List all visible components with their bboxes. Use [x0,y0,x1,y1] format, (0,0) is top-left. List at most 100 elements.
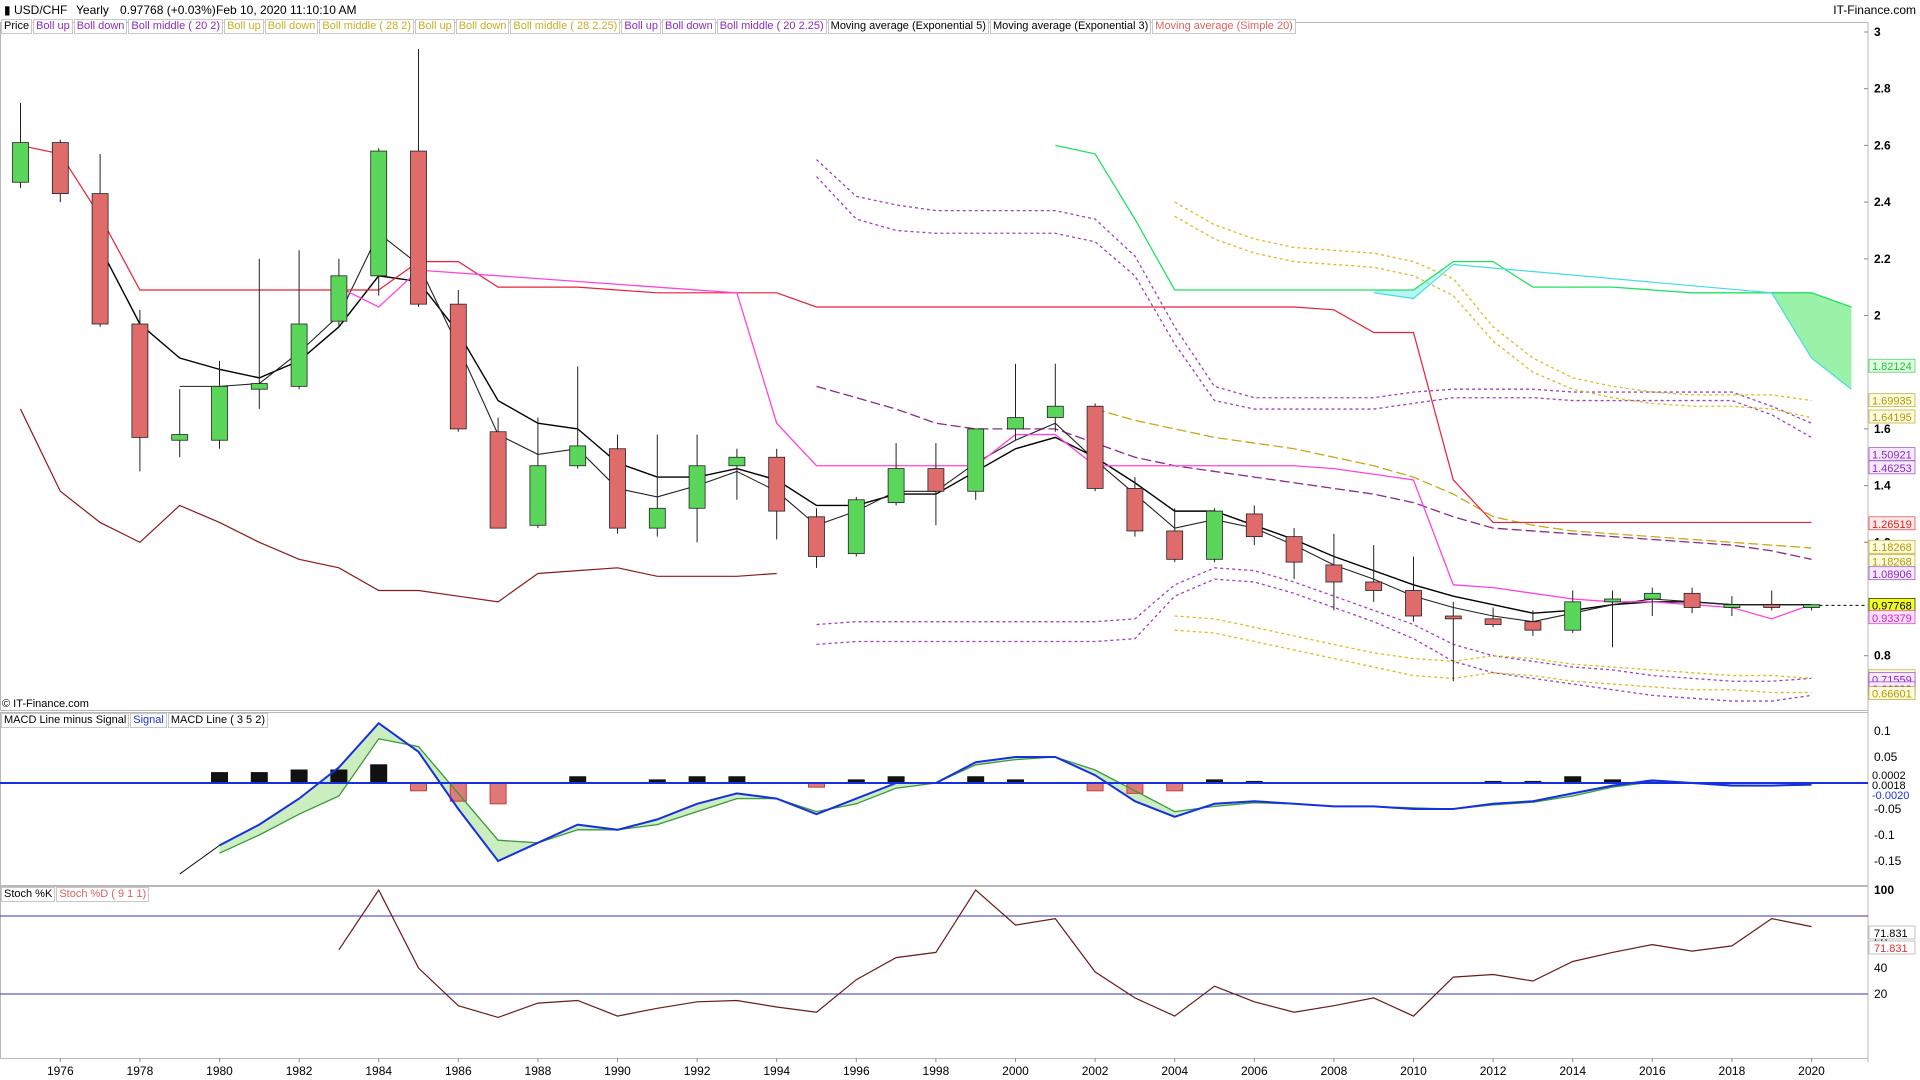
datetime-label: Feb 10, 2020 11:10:10 AM [216,3,357,17]
band-line-boll28_up2 [1174,215,1812,419]
legend-item[interactable]: Price [1,19,33,34]
price-tick-label: 2 [1874,309,1881,323]
macd-fill-area [219,723,1812,861]
value-tag-label: 1.08906 [1872,569,1912,581]
legend-item[interactable]: MACD Line minus Signal [1,713,130,728]
price-tick-label: 2.2 [1874,252,1891,266]
candle-down [1484,618,1502,625]
legend-item[interactable]: Boll middle ( 20 2) [128,19,224,34]
candle-up [569,445,587,467]
legend-item[interactable]: Moving average (Exponential 3) [989,19,1152,34]
stoch-value-label: 71.831 [1874,943,1908,955]
legend-item[interactable]: Moving average (Simple 20) [1152,19,1296,34]
legend-item[interactable]: Boll down [73,19,128,34]
legend-item[interactable]: MACD Line ( 3 5 2) [167,713,269,728]
x-tick-label: 1984 [365,1064,392,1078]
period-label: Yearly [76,3,109,17]
stoch-legend: Stoch %K Stoch %D ( 9 1 1) [1,887,150,902]
legend-item[interactable]: Stoch %D ( 9 1 1) [56,887,150,902]
legend-item[interactable]: Stoch %K [1,887,56,902]
candle-down [609,448,626,529]
candle-up [330,275,348,322]
value-tag [1868,566,1916,581]
band-line-boll28_low2 [1174,629,1812,694]
series-line-green [1055,144,1852,308]
quote-label: 0.97768 (+0.03%) [120,3,216,17]
value-tag-label: 0.97768 [1872,600,1912,612]
price-tick-label: 1.4 [1874,479,1891,493]
macd-tick-label: -0.1 [1874,828,1895,842]
legend-item[interactable]: Boll middle ( 28 2) [319,19,415,34]
candle-down [1444,615,1462,620]
x-tick-label: 1976 [47,1064,74,1078]
candle-down [131,323,149,438]
x-tick-label: 2018 [1719,1064,1746,1078]
macd-tick-label: -0.15 [1874,854,1902,868]
macd-histogram-bar [211,772,228,784]
price-tick-label: 3 [1874,25,1881,39]
x-tick-label: 1998 [923,1064,950,1078]
candle-down [1405,590,1422,617]
series-line-cyan [1373,263,1852,390]
x-tick-label: 1994 [763,1064,790,1078]
candle-up [171,434,189,441]
x-tick-label: 2000 [1002,1064,1029,1078]
x-tick-label: 1978 [127,1064,154,1078]
x-tick-label: 2012 [1480,1064,1507,1078]
legend-item[interactable]: Boll up [33,19,73,34]
value-tag-label: 1.26519 [1872,519,1912,531]
legend-item[interactable]: Boll down [455,19,510,34]
panel-frame [0,712,1869,886]
legend-item[interactable]: Boll down [264,19,319,34]
currency-flag-icon: ▮ [4,3,11,17]
legend-item[interactable]: Boll up [415,19,455,34]
macd-histogram-bar [250,772,268,784]
candle-up [1046,405,1064,418]
value-tag [1868,460,1916,475]
stoch-tick-label: 20 [1874,987,1888,1001]
candle-down [1245,513,1263,538]
macd-histogram-bar [410,782,427,792]
macd-value-label: -0.0020 [1872,790,1909,802]
candle-up [1564,601,1582,631]
value-tag-label: 1.69935 [1872,396,1912,408]
legend-item[interactable]: Signal [130,713,167,728]
stoch-value-tag [1868,925,1916,940]
macd-histogram-bar [290,769,308,784]
macd-value-label: 0.0018 [1872,780,1906,792]
candle-up [688,465,706,509]
candle-up [728,456,746,467]
legend-item[interactable]: Boll middle ( 28 2.25) [510,19,621,34]
candle-up [211,385,228,441]
legend-item[interactable]: Boll up [621,19,661,34]
value-tag-label: 1.46253 [1872,463,1912,475]
x-tick-label: 1988 [525,1064,552,1078]
price-tick-label: 2.6 [1874,138,1891,152]
candle-up [887,468,905,504]
stoch-value-tag [1868,940,1916,955]
value-tag-label: 1.18268 [1872,556,1912,568]
candle-down [1325,564,1343,583]
x-tick-label: 2006 [1241,1064,1268,1078]
candle-up [847,499,865,555]
value-tag-label: 0.93379 [1872,613,1912,625]
candle-down [449,303,467,430]
band-line-boll20_up [816,159,1812,424]
value-tag [1868,409,1916,424]
legend-item[interactable]: Moving average (Exponential 5) [827,19,989,34]
legend-item[interactable]: Boll up [224,19,264,34]
candle-down [51,142,69,194]
legend-item[interactable]: Boll down [662,19,716,34]
candle-down [1126,488,1144,532]
candle-down [91,193,109,325]
series-line-brown [19,408,777,603]
price-tick-label: 1.6 [1874,422,1891,436]
macd-tick-label: -0.05 [1874,802,1902,816]
band-line-boll20_low2 [816,578,1812,702]
candle-down [489,431,507,529]
value-tag [1868,539,1916,554]
legend-item[interactable]: Boll middle ( 20 2.25) [716,19,827,34]
x-tick-label: 1980 [206,1064,233,1078]
band-line-boll20_mid [816,385,1812,560]
